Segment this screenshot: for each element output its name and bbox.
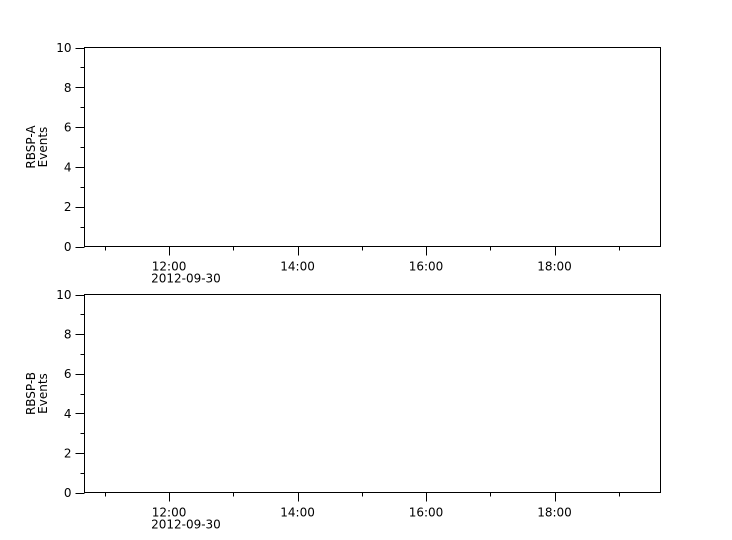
y-tick-label: 6 [64, 367, 72, 381]
x-tick-label: 18:00 [537, 260, 572, 274]
y-tick-label: 8 [64, 81, 72, 95]
y-tick-label: 2 [64, 200, 72, 214]
x-tick-label: 16:00 [409, 506, 444, 520]
y-axis-label: RBSP-B [24, 372, 38, 415]
y-axis-label: Events [36, 373, 50, 414]
x-date-label: 2012-09-30 [151, 518, 221, 532]
y-axis-label: Events [36, 127, 50, 168]
y-axis-label: RBSP-A [24, 125, 38, 169]
y-tick-label: 2 [64, 446, 72, 460]
x-date-label: 2012-09-30 [151, 272, 221, 286]
y-tick-label: 4 [64, 160, 72, 174]
y-tick-label: 10 [56, 41, 71, 55]
y-tick-label: 0 [64, 240, 72, 254]
x-tick-label: 14:00 [280, 260, 315, 274]
x-tick-label: 12:00 [152, 260, 187, 274]
x-tick-label: 16:00 [409, 260, 444, 274]
x-tick-label: 12:00 [152, 506, 187, 520]
y-tick-label: 6 [64, 121, 72, 135]
plot-frame-1 [84, 294, 661, 493]
x-tick-label: 14:00 [280, 506, 315, 520]
y-tick-label: 0 [64, 486, 72, 500]
x-tick-label: 18:00 [537, 506, 572, 520]
y-tick-label: 10 [56, 288, 71, 302]
plot-frame-0 [84, 47, 661, 247]
y-tick-label: 4 [64, 407, 72, 421]
y-tick-label: 8 [64, 328, 72, 342]
